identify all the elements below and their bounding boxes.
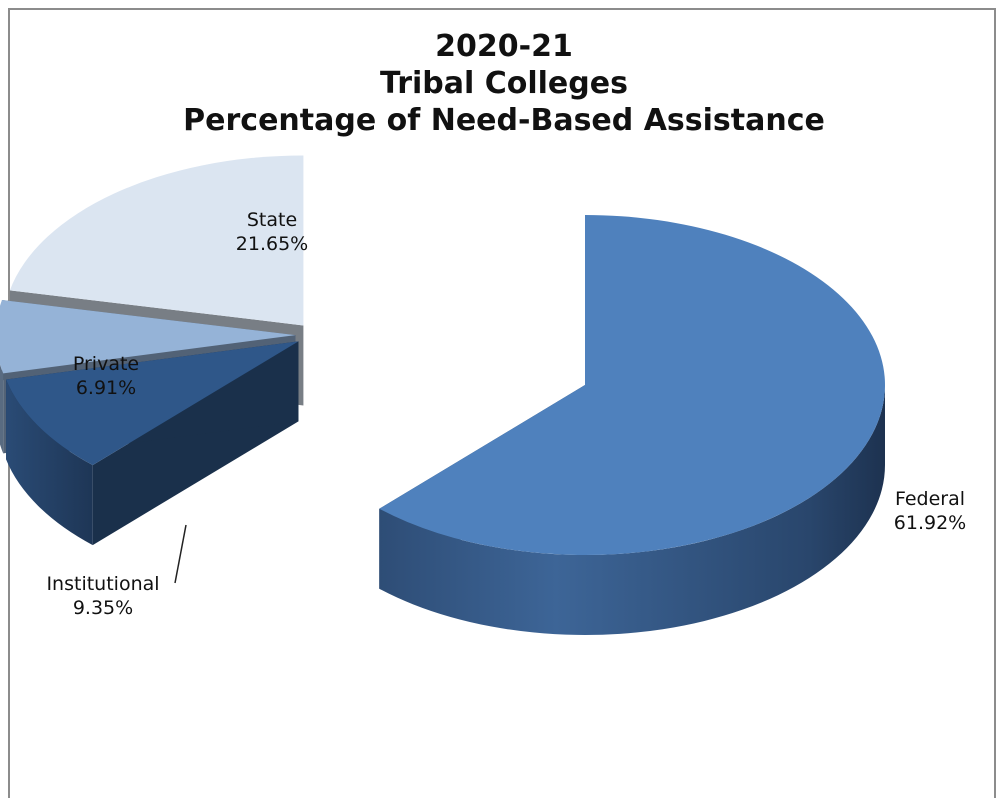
pie-slices (0, 155, 886, 635)
leader-line-institutional (174, 524, 187, 584)
data-label-state: State 21.65% (236, 209, 308, 255)
slice-state-top (9, 155, 304, 326)
title-line-1: 2020-21 (435, 29, 573, 64)
data-label-state-value: 21.65% (236, 233, 308, 255)
data-label-private-value: 6.91% (76, 377, 136, 399)
data-label-federal-name: Federal (895, 488, 965, 510)
data-label-federal-value: 61.92% (894, 512, 966, 534)
slice-federal-top (379, 215, 885, 555)
pie-chart: Federal 61.92% Institutional 9.35% Private 6.… (0, 155, 966, 635)
leader-lines (174, 524, 187, 584)
slice-institutional-side (6, 379, 93, 546)
data-label-private-name: Private (73, 353, 139, 375)
slice-federal (379, 215, 886, 635)
slice-federal-side (379, 385, 886, 635)
title-line-3: Percentage of Need-Based Assistance (183, 103, 825, 138)
slice-institutional (6, 341, 299, 546)
slice-private-side (0, 364, 4, 454)
data-label-institutional: Institutional 9.35% (46, 573, 159, 619)
data-label-institutional-value: 9.35% (73, 597, 133, 619)
title-line-2: Tribal Colleges (380, 66, 628, 101)
slice-private-top (0, 299, 296, 374)
data-label-federal: Federal 61.92% (894, 488, 966, 534)
data-label-private: Private 6.91% (73, 353, 139, 399)
data-label-state-name: State (247, 209, 297, 231)
data-labels: Federal 61.92% Institutional 9.35% Private 6.… (46, 209, 966, 619)
data-label-institutional-name: Institutional (46, 573, 159, 595)
slice-institutional-top (6, 341, 299, 466)
chart-title: 2020-21 Tribal Colleges Percentage of Ne… (0, 28, 1008, 139)
